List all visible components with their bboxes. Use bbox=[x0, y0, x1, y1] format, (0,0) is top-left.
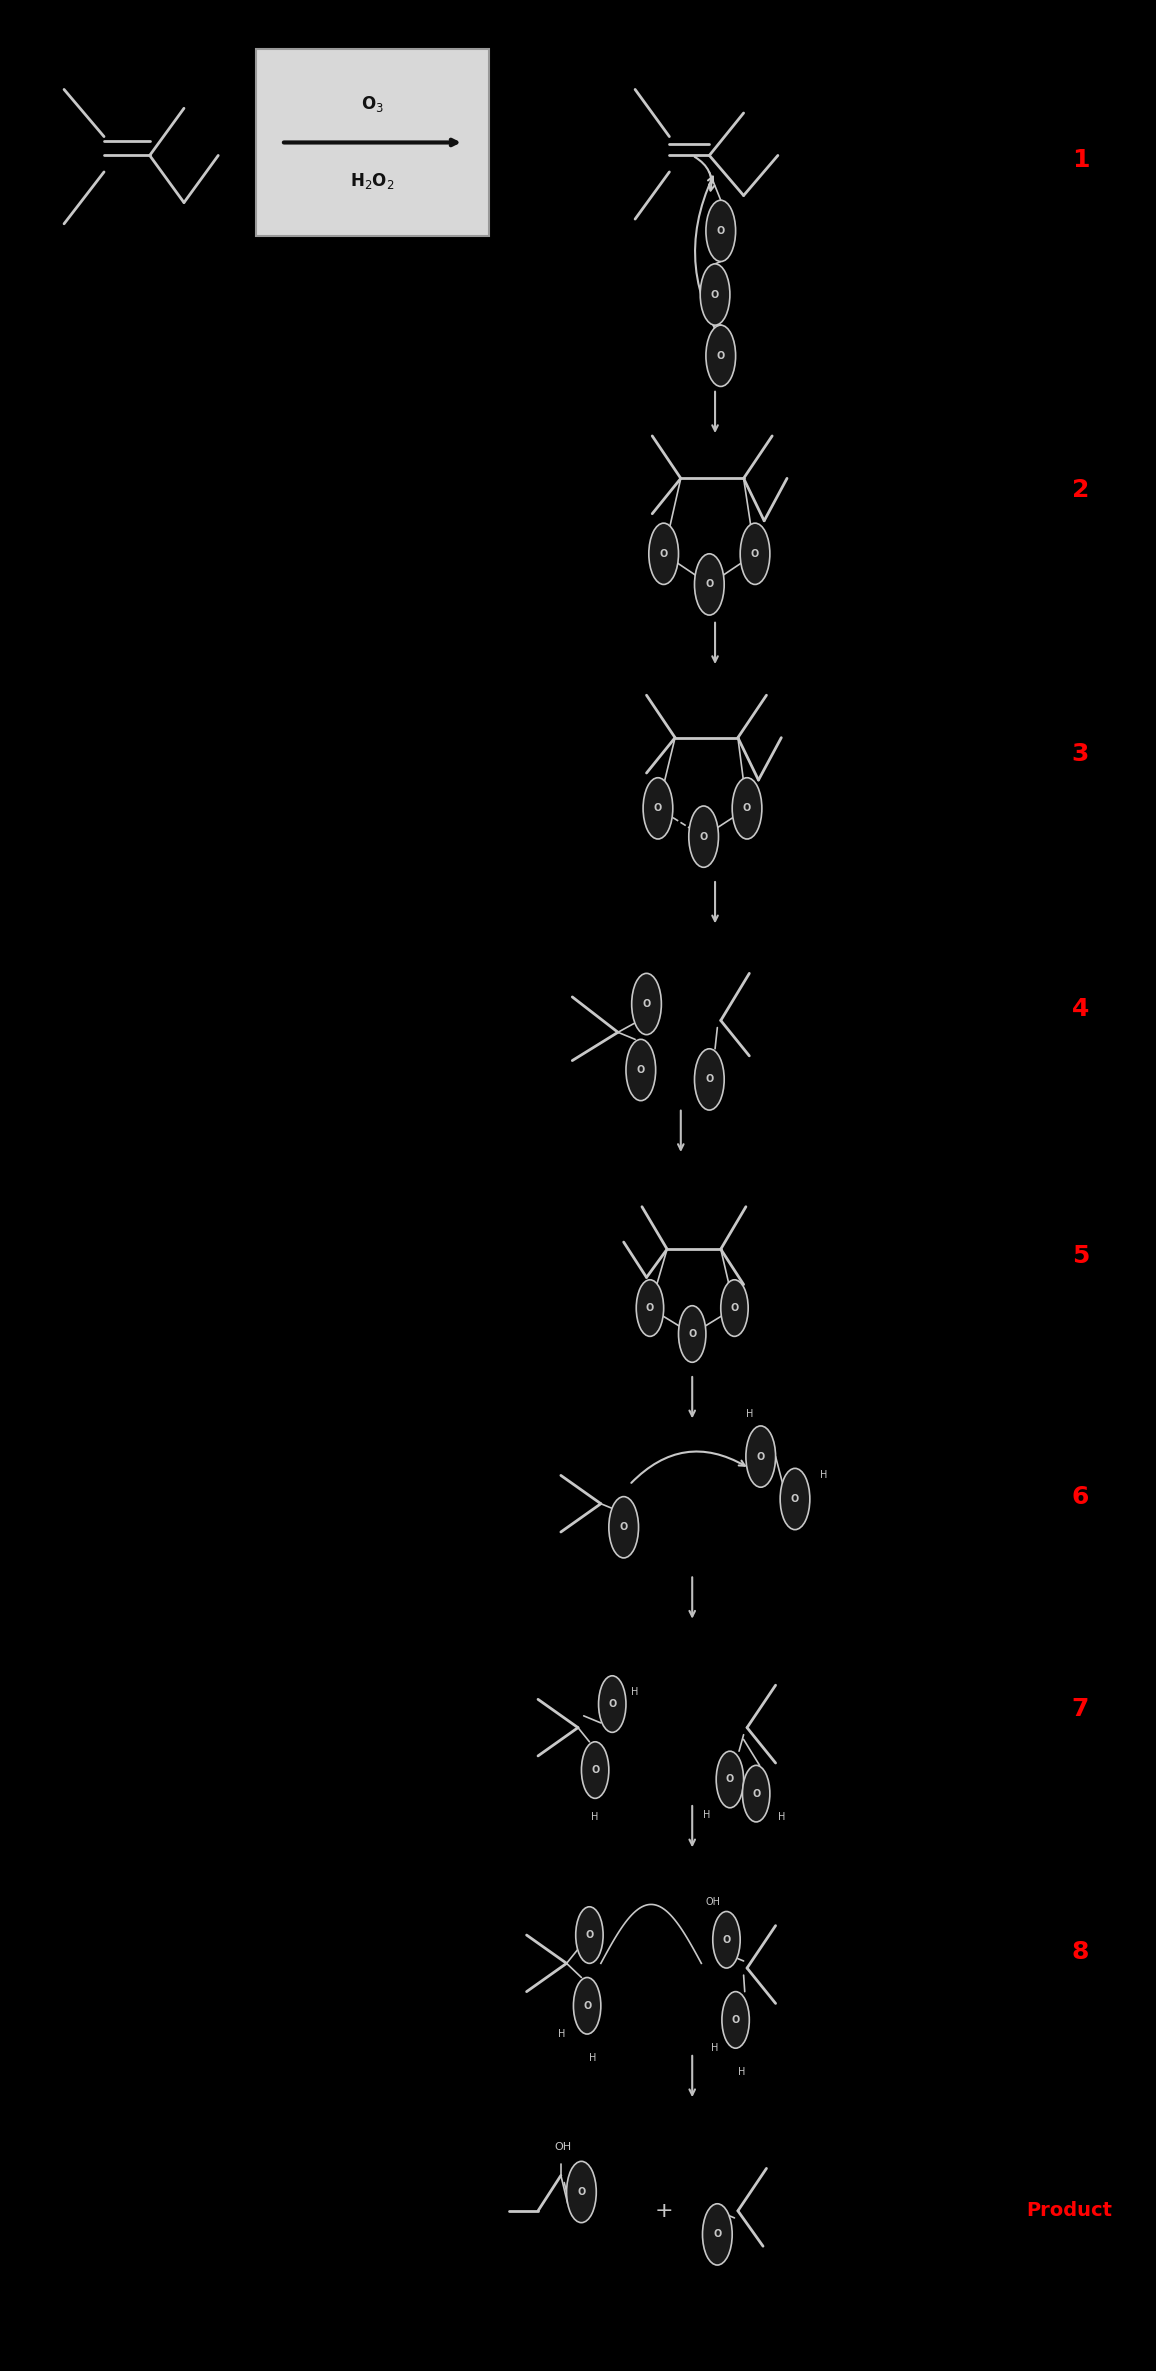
Circle shape bbox=[732, 778, 762, 839]
Text: O$_3$: O$_3$ bbox=[361, 92, 384, 114]
Text: H: H bbox=[590, 2053, 596, 2063]
Text: O: O bbox=[751, 548, 759, 560]
Text: H: H bbox=[703, 1809, 711, 1821]
Circle shape bbox=[609, 1496, 638, 1558]
Circle shape bbox=[636, 1280, 664, 1337]
Circle shape bbox=[679, 1306, 706, 1363]
Circle shape bbox=[581, 1743, 609, 1797]
Text: O: O bbox=[717, 351, 725, 360]
Text: O: O bbox=[591, 1764, 599, 1776]
Text: O: O bbox=[643, 998, 651, 1010]
Text: O: O bbox=[646, 1304, 654, 1314]
Text: Product: Product bbox=[1027, 2200, 1112, 2219]
Text: O: O bbox=[583, 2001, 591, 2011]
Circle shape bbox=[695, 1048, 724, 1110]
Text: O: O bbox=[637, 1065, 645, 1074]
Circle shape bbox=[720, 1280, 748, 1337]
Circle shape bbox=[625, 1038, 655, 1100]
Text: O: O bbox=[577, 2186, 586, 2198]
Text: OH: OH bbox=[705, 1897, 720, 1906]
Circle shape bbox=[689, 806, 719, 868]
Text: H: H bbox=[592, 1811, 599, 1823]
Text: O: O bbox=[757, 1451, 765, 1461]
Circle shape bbox=[576, 1906, 603, 1963]
Text: 5: 5 bbox=[1072, 1245, 1089, 1268]
Text: 1: 1 bbox=[1072, 147, 1089, 173]
Circle shape bbox=[740, 524, 770, 583]
Text: 3: 3 bbox=[1072, 742, 1089, 766]
Text: 7: 7 bbox=[1072, 1698, 1089, 1721]
Text: O: O bbox=[705, 579, 713, 590]
Text: 6: 6 bbox=[1072, 1484, 1089, 1508]
Text: H: H bbox=[778, 1811, 785, 1823]
Text: 4: 4 bbox=[1072, 996, 1089, 1022]
Circle shape bbox=[703, 2203, 732, 2264]
Text: O: O bbox=[711, 289, 719, 299]
Circle shape bbox=[706, 199, 735, 261]
Text: O: O bbox=[791, 1494, 799, 1503]
Circle shape bbox=[695, 555, 724, 614]
Text: O: O bbox=[654, 804, 662, 813]
Text: H: H bbox=[558, 2030, 565, 2039]
Circle shape bbox=[706, 325, 735, 386]
Text: H: H bbox=[738, 2068, 744, 2077]
FancyBboxPatch shape bbox=[255, 50, 489, 235]
Text: O: O bbox=[688, 1330, 696, 1340]
Text: H$_2$O$_2$: H$_2$O$_2$ bbox=[350, 171, 394, 192]
Circle shape bbox=[780, 1468, 810, 1529]
Circle shape bbox=[631, 974, 661, 1034]
Circle shape bbox=[643, 778, 673, 839]
Text: H: H bbox=[820, 1470, 828, 1480]
Text: O: O bbox=[722, 1935, 731, 1944]
Circle shape bbox=[649, 524, 679, 583]
Circle shape bbox=[713, 1911, 740, 1968]
Text: 8: 8 bbox=[1072, 1939, 1089, 1963]
Circle shape bbox=[746, 1425, 776, 1487]
Text: O: O bbox=[753, 1788, 761, 1800]
Text: O: O bbox=[732, 2015, 740, 2025]
Text: O: O bbox=[743, 804, 751, 813]
Circle shape bbox=[599, 1676, 625, 1733]
Text: O: O bbox=[608, 1700, 616, 1709]
Text: O: O bbox=[731, 1304, 739, 1314]
Circle shape bbox=[573, 1977, 601, 2034]
Circle shape bbox=[721, 1992, 749, 2049]
Text: H: H bbox=[746, 1408, 753, 1420]
Circle shape bbox=[717, 1752, 743, 1807]
Text: O: O bbox=[585, 1930, 593, 1939]
Text: O: O bbox=[713, 2229, 721, 2241]
Text: H: H bbox=[631, 1688, 639, 1698]
Text: O: O bbox=[717, 225, 725, 235]
Text: OH: OH bbox=[555, 2143, 572, 2153]
Text: 2: 2 bbox=[1072, 479, 1089, 503]
Text: O: O bbox=[705, 1074, 713, 1084]
Circle shape bbox=[701, 263, 729, 325]
Text: O: O bbox=[726, 1774, 734, 1785]
Text: H: H bbox=[711, 2044, 719, 2053]
Circle shape bbox=[566, 2162, 596, 2222]
Text: O: O bbox=[699, 832, 707, 842]
Text: O: O bbox=[620, 1522, 628, 1532]
Circle shape bbox=[742, 1766, 770, 1821]
Text: O: O bbox=[660, 548, 668, 560]
Text: +: + bbox=[654, 2200, 673, 2222]
